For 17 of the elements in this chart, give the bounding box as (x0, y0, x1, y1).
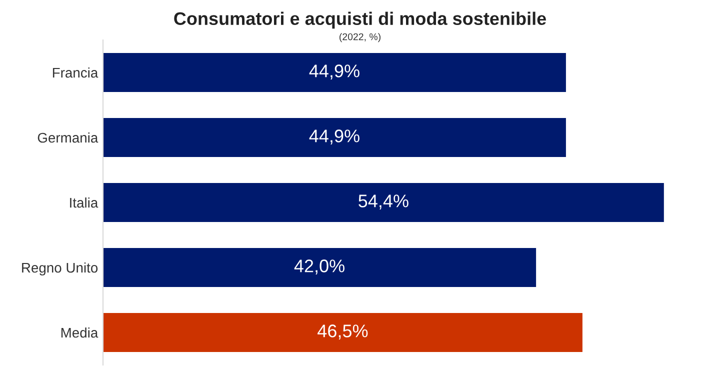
bar (103, 313, 582, 352)
data-label: 44,9% (309, 64, 360, 80)
chart-title: Consumatori e acquisti di moda sostenibile (174, 12, 546, 29)
data-label: 44,9% (309, 130, 360, 144)
y-tick-label: Italia (70, 197, 98, 208)
chart-subtitle: (2022, %) (340, 33, 380, 42)
bar (103, 118, 566, 157)
y-tick-label: Media (61, 327, 98, 338)
y-tick-label: Germania (38, 132, 98, 143)
y-tick-label: Francia (52, 67, 98, 78)
bar (103, 248, 536, 287)
bar (103, 183, 664, 222)
bar (103, 53, 566, 92)
data-label: 46,5% (318, 324, 368, 340)
data-label: 42,0% (294, 260, 344, 274)
data-label: 54,4% (358, 194, 408, 210)
y-tick-label: Regno Unito (22, 262, 98, 276)
